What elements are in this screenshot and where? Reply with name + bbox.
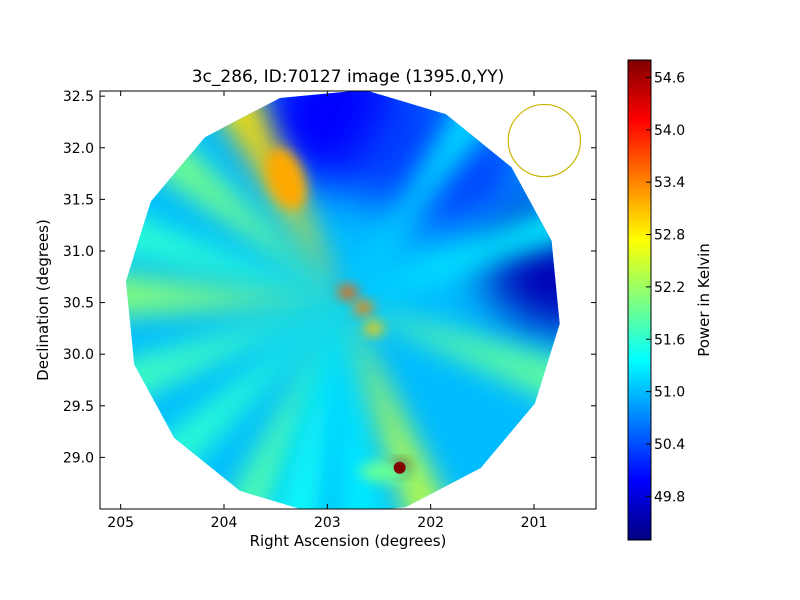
heatmap-ray — [126, 205, 343, 303]
y-tick-label: 31.5 — [63, 192, 94, 208]
heatmap-source-peak — [393, 461, 406, 474]
y-axis: 29.0 29.5 30.0 30.5 31.0 31.5 32.0 32.5 — [63, 89, 596, 466]
colorbar-tick-label: 49.8 — [654, 489, 685, 505]
heatmap-ray — [141, 128, 343, 303]
heatmap-image — [126, 91, 560, 509]
colorbar-gradient — [628, 60, 651, 540]
y-tick-label: 29.0 — [63, 450, 94, 466]
heatmap-low-region — [485, 191, 560, 332]
chart-title: 3c_286, ID:70127 image (1395.0,YY) — [192, 67, 505, 87]
colorbar-tick-label: 52.8 — [654, 228, 685, 244]
heatmap-source — [363, 321, 384, 336]
colorbar-tick-label: 50.4 — [654, 437, 685, 453]
heatmap-ray — [342, 302, 387, 509]
y-axis-label: Declination (degrees) — [34, 219, 52, 381]
heatmap-source — [353, 300, 374, 315]
x-axis-label: Right Ascension (degrees) — [250, 532, 447, 550]
x-tick-label: 205 — [107, 515, 134, 531]
x-tick-label: 201 — [521, 515, 548, 531]
colorbar-tick-label: 51.6 — [654, 332, 685, 348]
colorbar-tick-label: 51.0 — [654, 385, 685, 401]
heatmap-ray — [342, 198, 560, 303]
colorbar: 49.8 50.4 51.0 51.6 52.2 52.8 53.4 54.0 54.6 — [627, 59, 685, 541]
colorbar-label: Power in Kelvin — [695, 243, 713, 357]
heatmap-source — [338, 285, 358, 300]
y-tick-label: 30.5 — [63, 296, 94, 312]
x-axis: 205 204 203 202 201 — [107, 91, 547, 531]
colorbar-tick-label: 54.0 — [654, 123, 685, 139]
beam-circle — [507, 103, 582, 178]
heatmap-ray — [342, 302, 455, 509]
y-tick-label: 32.0 — [63, 141, 94, 157]
heatmap-source — [265, 148, 307, 210]
heatmap-ray — [342, 302, 560, 408]
x-tick-label: 203 — [314, 515, 341, 531]
heatmap-ray — [219, 302, 343, 509]
y-tick-label: 32.5 — [63, 89, 94, 105]
colorbar-frame — [627, 59, 652, 541]
heatmap-ray — [342, 91, 502, 303]
heatmap-ray — [126, 302, 343, 408]
heatmap-ray — [126, 271, 343, 317]
plot-frame — [99, 90, 597, 510]
y-tick-label: 29.5 — [63, 399, 94, 415]
heatmap-ray — [146, 302, 343, 483]
y-tick-label: 31.0 — [63, 244, 94, 260]
colorbar-tick-label: 54.6 — [654, 70, 685, 86]
heatmap-ray — [270, 302, 343, 509]
colorbar-tick-label: 52.2 — [654, 280, 685, 296]
x-tick-label: 204 — [211, 515, 238, 531]
x-tick-label: 202 — [417, 515, 444, 531]
y-tick-label: 30.0 — [63, 347, 94, 363]
colorbar-tick-label: 53.4 — [654, 175, 685, 191]
